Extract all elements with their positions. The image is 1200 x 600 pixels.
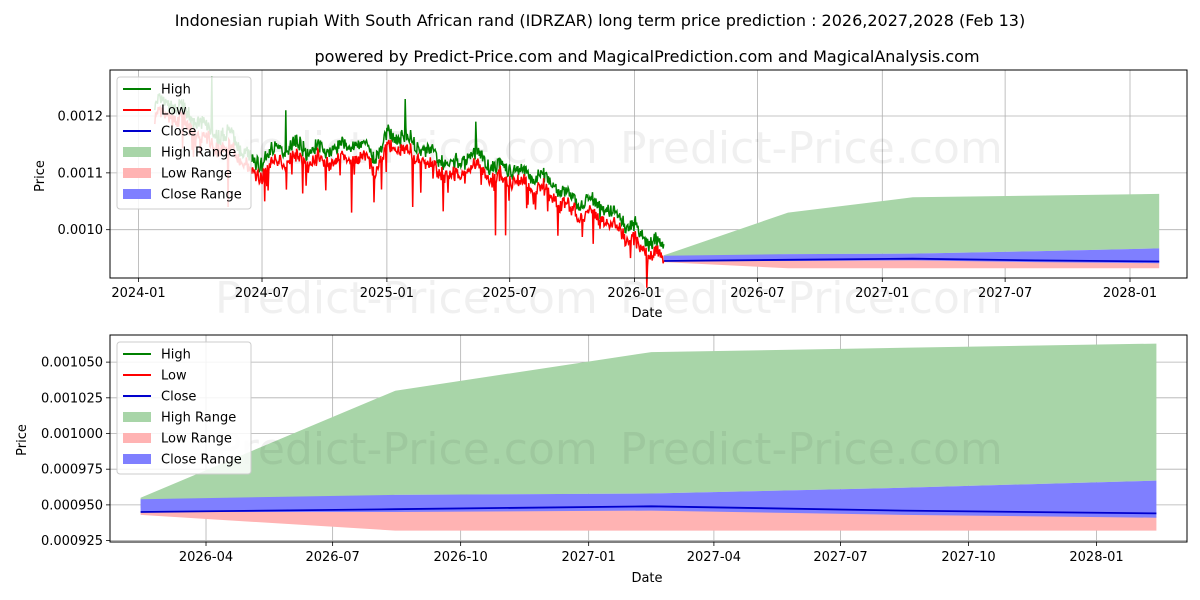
top-xtick-label: 2025-07 bbox=[483, 286, 537, 301]
bottom-legend-label: High Range bbox=[161, 411, 236, 426]
bottom-legend-label: Close Range bbox=[161, 453, 242, 468]
top-ytick-label: 0.0011 bbox=[58, 166, 104, 181]
top-legend-label: Low bbox=[161, 104, 187, 119]
bottom-xtick-label: 2027-07 bbox=[813, 550, 867, 565]
top-legend-label: Close Range bbox=[161, 188, 242, 203]
bottom-legend-label: Low Range bbox=[161, 432, 232, 447]
bottom-xtick-label: 2026-07 bbox=[305, 550, 359, 565]
top-ticks: 2024-01 2024-07 2025-01 2025-07 2026-01 2026-… bbox=[58, 110, 1158, 301]
bottom-legend-label: Close bbox=[161, 390, 196, 405]
bottom-xtick-label: 2027-01 bbox=[562, 550, 616, 565]
bottom-ytick-label: 0.001025 bbox=[41, 391, 103, 406]
bottom-ticks: 2026-04 2026-07 2026-10 2027-01 2027-04 2027-… bbox=[41, 356, 1124, 565]
top-legend-label: High bbox=[161, 83, 191, 98]
top-ytick-label: 0.0010 bbox=[58, 223, 104, 238]
bottom-legend-label: Low bbox=[161, 369, 187, 384]
top-series bbox=[154, 76, 1160, 288]
bottom-xtick-label: 2026-04 bbox=[179, 550, 233, 565]
top-legend-swatch-high-range bbox=[123, 147, 151, 157]
bottom-xtick-label: 2028-01 bbox=[1069, 550, 1123, 565]
bottom-legend-swatch-low-range bbox=[123, 433, 151, 443]
bottom-ytick-label: 0.001000 bbox=[41, 427, 103, 442]
top-watermark-3: Predict-Price.com bbox=[215, 273, 598, 324]
bottom-close-forecast-line bbox=[140, 505, 1157, 515]
bottom-watermark-1: Predict-Price.com bbox=[215, 424, 598, 475]
top-xtick-label: 2026-07 bbox=[730, 286, 784, 301]
bottom-ytick-label: 0.000925 bbox=[41, 534, 103, 549]
top-legend-label: Close bbox=[161, 125, 196, 140]
bottom-watermark-2: Predict-Price.com bbox=[620, 424, 1003, 475]
top-high-range-area bbox=[663, 193, 1160, 260]
bottom-ytick-label: 0.001050 bbox=[41, 356, 103, 371]
top-legend-label: Low Range bbox=[161, 167, 232, 182]
chart-subtitle: powered by Predict-Price.com and Magical… bbox=[314, 47, 979, 66]
bottom-xtick-label: 2026-10 bbox=[433, 550, 487, 565]
top-ytick-label: 0.0012 bbox=[58, 110, 104, 125]
top-legend-swatch-low-range bbox=[123, 168, 151, 178]
bottom-high-range-area bbox=[140, 343, 1157, 508]
bottom-xtick-label: 2027-10 bbox=[941, 550, 995, 565]
bottom-axes-border bbox=[109, 334, 1188, 543]
top-watermark-2: Predict-Price.com bbox=[620, 123, 1003, 174]
bottom-legend-swatch-close-range bbox=[123, 454, 151, 464]
top-xtick-label: 2027-01 bbox=[855, 286, 909, 301]
top-xtick-label: 2024-07 bbox=[235, 286, 289, 301]
top-legend: High Low Close High Range Low Range Close Ran… bbox=[116, 76, 252, 210]
bottom-legend: High Low Close High Range Low Range Close Ran… bbox=[116, 341, 252, 475]
top-panel: Predict-Price.com Predict-Price.com Pred… bbox=[33, 69, 1188, 324]
top-xtick-label: 2026-01 bbox=[607, 286, 661, 301]
top-xtick-label: 2025-01 bbox=[360, 286, 414, 301]
top-xtick-label: 2027-07 bbox=[978, 286, 1032, 301]
bottom-series bbox=[140, 343, 1157, 531]
bottom-xlabel: Date bbox=[631, 571, 662, 586]
top-close-forecast-line bbox=[663, 257, 1160, 263]
top-legend-swatch-close-range bbox=[123, 189, 151, 199]
top-xtick-label: 2024-01 bbox=[111, 286, 165, 301]
top-legend-label: High Range bbox=[161, 146, 236, 161]
top-axes-border bbox=[109, 69, 1188, 279]
bottom-ylabel: Price bbox=[15, 424, 30, 456]
bottom-legend-swatch-high-range bbox=[123, 412, 151, 422]
bottom-ytick-label: 0.000950 bbox=[41, 498, 103, 513]
bottom-legend-label: High bbox=[161, 348, 191, 363]
top-xtick-label: 2028-01 bbox=[1103, 286, 1157, 301]
bottom-xtick-label: 2027-04 bbox=[687, 550, 741, 565]
bottom-ytick-label: 0.000975 bbox=[41, 463, 103, 478]
top-ylabel: Price bbox=[33, 160, 48, 192]
chart-title: Indonesian rupiah With South African ran… bbox=[175, 11, 1025, 30]
top-watermark-4: Predict-Price.com bbox=[620, 273, 1003, 324]
top-xlabel: Date bbox=[631, 306, 662, 321]
bottom-panel: Predict-Price.com Predict-Price.com 2026… bbox=[15, 334, 1188, 586]
